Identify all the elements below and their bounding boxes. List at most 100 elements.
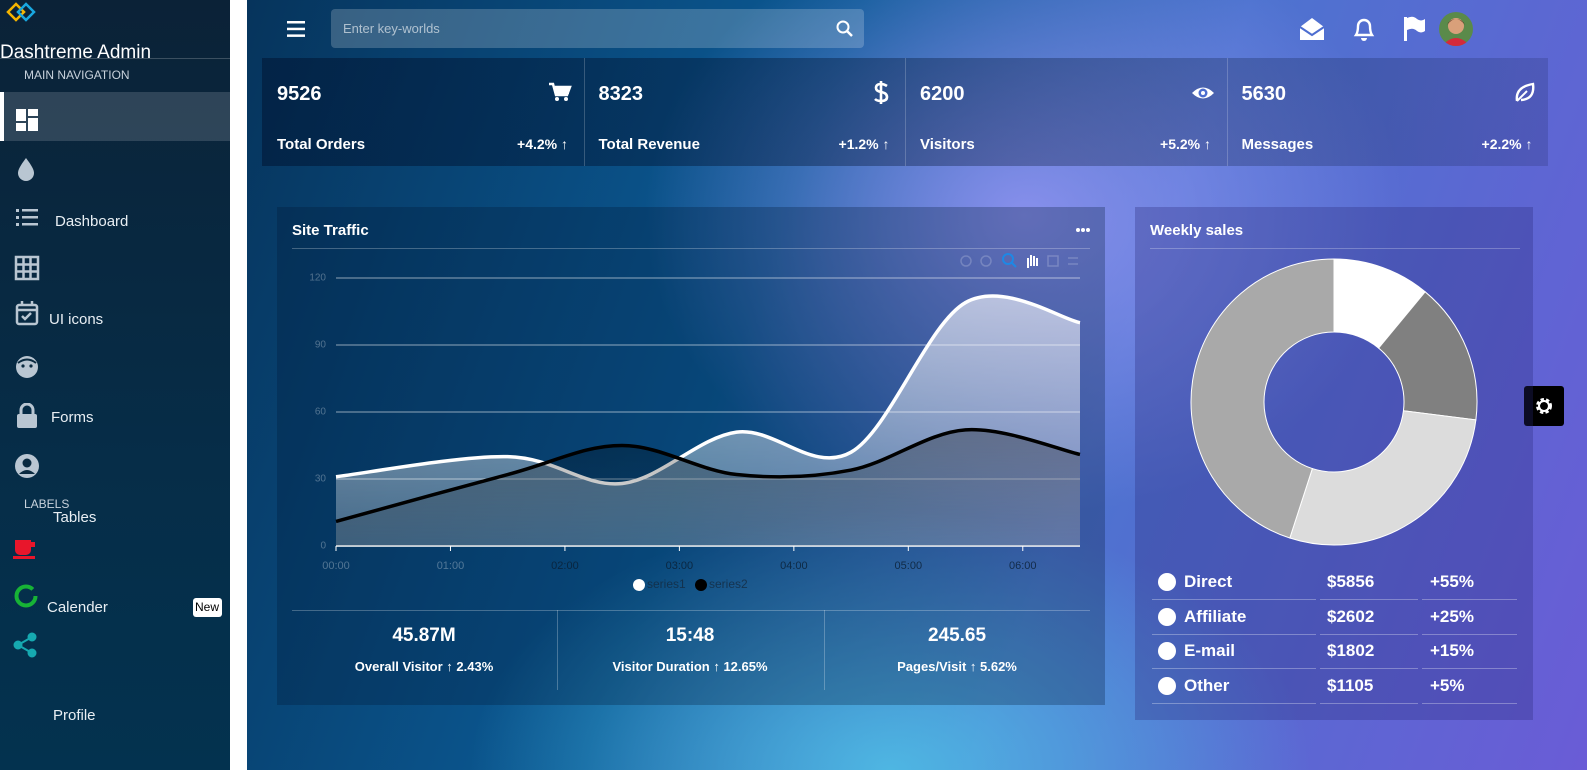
bell-icon[interactable] xyxy=(1352,15,1376,43)
search-placeholder: Enter key-worlds xyxy=(343,21,440,36)
stat-label: Total Revenue xyxy=(598,136,700,153)
stat-card: 6200 Visitors +5.2% ↑ xyxy=(905,58,1226,166)
series-line xyxy=(335,428,1081,524)
card-divider xyxy=(1150,248,1520,249)
nav-active-bg xyxy=(0,92,230,141)
nav-icon xyxy=(18,158,34,181)
nav-label: UI icons xyxy=(49,311,104,328)
card-title: Site Traffic xyxy=(292,222,369,239)
table-cell: Affiliate xyxy=(1184,606,1247,626)
nav-icon xyxy=(15,454,39,478)
donut-slice xyxy=(1190,258,1335,539)
weekly-sales-donut xyxy=(1190,258,1478,546)
search-icon[interactable] xyxy=(836,20,854,38)
donut-slice xyxy=(1289,410,1477,546)
chart-toolbar[interactable] xyxy=(958,252,1082,270)
nav-active-marker xyxy=(0,92,4,141)
card-menu-dots[interactable] xyxy=(1076,226,1092,234)
summary-value: 15:48 xyxy=(665,625,715,646)
legend-marker xyxy=(695,579,707,591)
nav-item[interactable]: Calender New xyxy=(0,293,230,617)
table-row-line xyxy=(1152,703,1316,705)
stat-label: Visitors xyxy=(920,136,975,153)
table-row-line xyxy=(1422,633,1517,635)
x-tick-label: 06:00 xyxy=(1009,560,1037,572)
table-row-line xyxy=(1320,703,1418,705)
label-icon xyxy=(14,584,38,608)
nav-label: Calender xyxy=(47,599,108,616)
summary-item: 245.65 Pages/Visit ↑ 5.62% xyxy=(824,610,1090,690)
table-cell: +55% xyxy=(1430,572,1474,591)
stat-change: +5.2% ↑ xyxy=(1160,136,1211,152)
sidebar: Dashtreme Admin MAIN NAVIGATION LABELS D… xyxy=(0,0,230,770)
stat-value: 6200 xyxy=(920,83,965,105)
brand-logo xyxy=(6,2,36,22)
series-line xyxy=(335,294,1081,486)
row-dot xyxy=(1158,607,1176,626)
nav-item[interactable]: Profile xyxy=(0,347,230,723)
y-tick-label: 0 xyxy=(320,541,326,552)
summary-value: 245.65 xyxy=(927,625,987,646)
nav-label: Dashboard xyxy=(55,213,129,230)
row-dot xyxy=(1158,677,1176,696)
nav-item[interactable]: Dashboard xyxy=(0,100,230,229)
summary-item: 45.87M Overall Visitor ↑ 2.43% xyxy=(291,610,557,690)
card-title: Weekly sales xyxy=(1150,222,1244,239)
y-tick-label: 60 xyxy=(315,407,327,418)
nav-label: Profile xyxy=(53,707,96,724)
table-row-line xyxy=(1152,633,1316,635)
stats-strip xyxy=(262,58,1548,166)
nav-item[interactable]: Forms xyxy=(0,198,230,425)
stat-icon xyxy=(873,81,888,104)
row-dot xyxy=(1158,573,1176,591)
y-tick-label: 30 xyxy=(315,474,327,485)
stat-value: 9526 xyxy=(277,83,322,105)
user-avatar[interactable] xyxy=(1438,11,1474,47)
table-cell: $5856 xyxy=(1327,572,1375,591)
legend-label: series1 xyxy=(647,577,686,591)
flag-icon[interactable] xyxy=(1401,15,1427,43)
x-tick-label: 00:00 xyxy=(322,560,350,572)
table-row-line xyxy=(1320,633,1418,635)
table-cell: $1105 xyxy=(1327,676,1374,696)
stat-card: 9526 Total Orders +4.2% ↑ xyxy=(262,58,583,166)
stat-label: Messages xyxy=(1241,136,1314,153)
x-tick-label: 05:00 xyxy=(895,560,923,572)
stat-divider xyxy=(905,58,906,166)
brand-name: Dashtreme Admin xyxy=(0,42,152,63)
nav-icon xyxy=(16,109,38,131)
table-cell: $1802 xyxy=(1327,641,1375,661)
settings-button[interactable] xyxy=(1524,386,1564,426)
stat-icon xyxy=(1192,87,1214,99)
stat-change: +4.2% ↑ xyxy=(517,136,568,152)
table-row-line xyxy=(1422,668,1517,670)
stat-icon xyxy=(1515,82,1534,102)
search-box[interactable]: Enter key-worlds xyxy=(331,9,864,48)
nav-icon xyxy=(16,356,38,378)
nav-badge-text: New xyxy=(195,600,220,614)
menu-toggle[interactable] xyxy=(286,19,306,39)
mail-icon[interactable] xyxy=(1298,15,1326,43)
nav-item[interactable]: Tables xyxy=(0,248,230,525)
nav-icon xyxy=(17,403,37,428)
table-row-line xyxy=(1422,703,1517,705)
area-fill xyxy=(336,429,1080,546)
stat-divider xyxy=(1226,58,1228,166)
label-icon xyxy=(13,632,37,658)
stat-value: 8323 xyxy=(598,83,644,105)
card-divider xyxy=(292,610,1090,611)
y-tick-label: 120 xyxy=(309,273,326,284)
stat-label: Total Orders xyxy=(277,136,366,153)
table-row-line xyxy=(1422,599,1517,600)
nav-icon xyxy=(15,301,39,326)
legend-label: series2 xyxy=(709,577,748,591)
summary-divider xyxy=(557,610,558,690)
summary-value: 45.87M xyxy=(392,625,456,646)
nav-item[interactable]: UI icons xyxy=(0,149,230,327)
table-cell: Other xyxy=(1184,676,1230,696)
summary-label: Visitor Duration ↑ 12.65% xyxy=(612,659,768,674)
scroll-strip xyxy=(230,0,247,770)
divider xyxy=(0,58,230,59)
stat-change: +1.2% ↑ xyxy=(838,136,890,152)
